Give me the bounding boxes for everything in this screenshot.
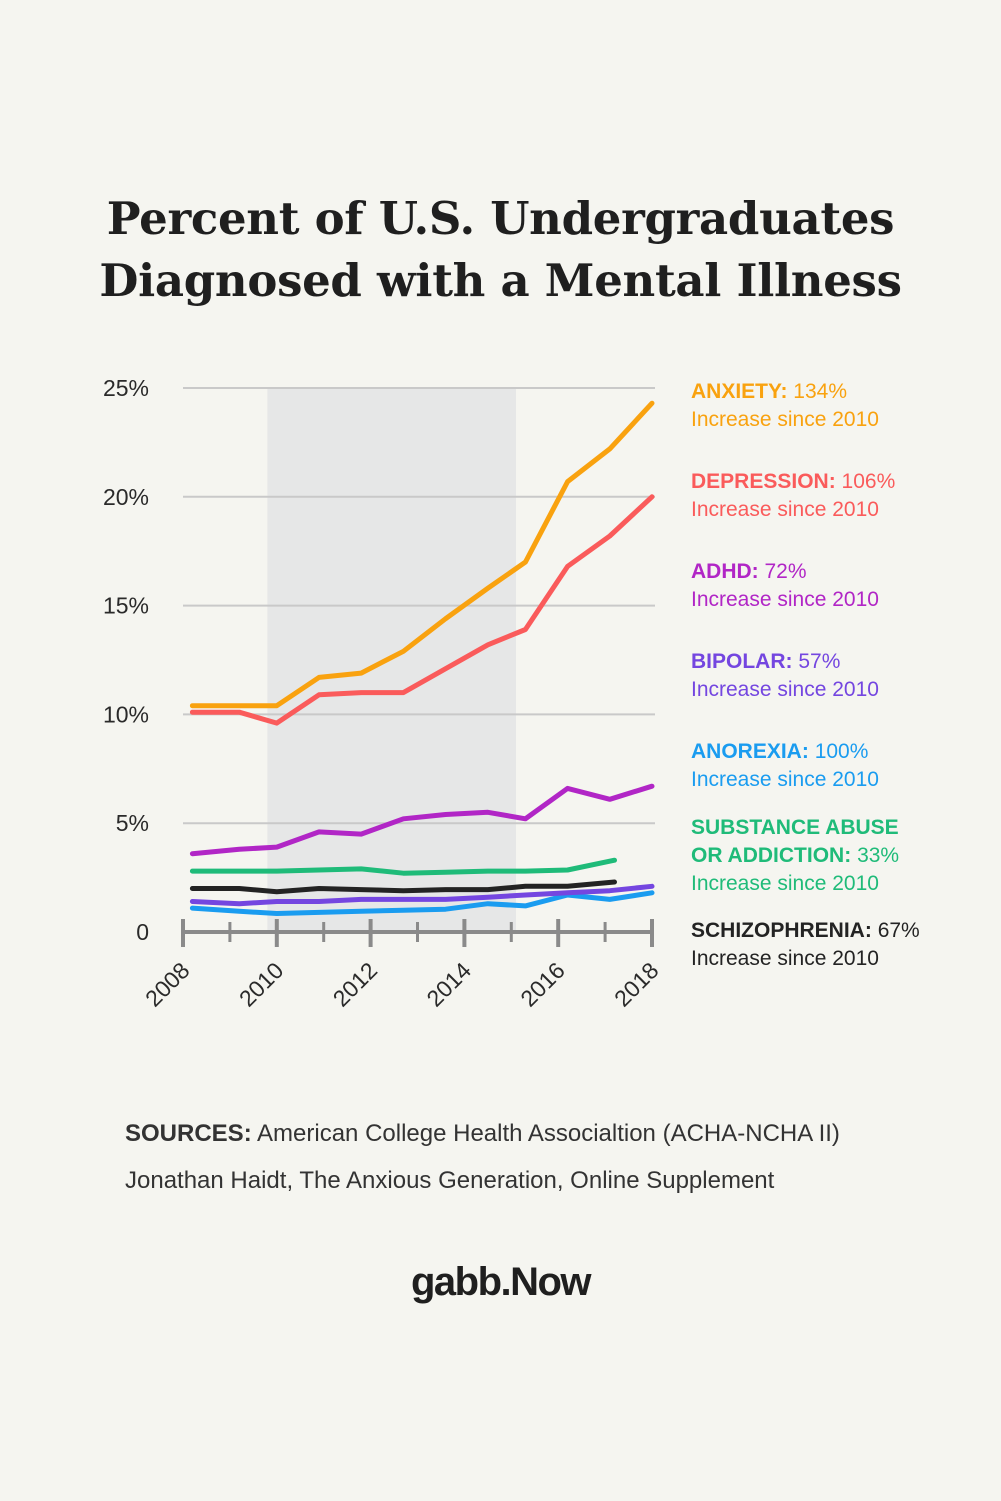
gabb-now-logo: gabb.Now bbox=[410, 1260, 592, 1304]
legend-subtext: Increase since 2010 bbox=[691, 588, 879, 611]
legend-pct: 106% bbox=[841, 470, 896, 493]
legend-pct: 100% bbox=[814, 740, 869, 763]
legend-pct: 67% bbox=[877, 919, 920, 942]
legend-item-anxiety: ANXIETY: 134% Increase since 2010 bbox=[691, 378, 991, 434]
legend-name: BIPOLAR: bbox=[691, 650, 793, 673]
y-tick-label: 15% bbox=[103, 593, 149, 619]
sources-line-2: Jonathan Haidt, The Anxious Generation, … bbox=[125, 1167, 775, 1194]
legend-pct: 72% bbox=[764, 560, 807, 583]
line-chart: 0 5% 10% 15% 20% 25% 2008 2010 2012 2014 2016 2018 bbox=[103, 375, 664, 1012]
x-tick-label: 2014 bbox=[421, 957, 476, 1012]
series-line-anxiety bbox=[189, 400, 655, 709]
legend-name: DEPRESSION: bbox=[691, 470, 836, 493]
y-tick-label: 0 bbox=[136, 919, 149, 945]
legend-subtext: Increase since 2010 bbox=[691, 768, 879, 791]
legend-subtext: Increase since 2010 bbox=[691, 872, 879, 895]
x-tick-label: 2016 bbox=[515, 957, 570, 1012]
legend-pct: 134% bbox=[793, 380, 848, 403]
legend-subtext: Increase since 2010 bbox=[691, 678, 879, 701]
series-line-schizophrenia bbox=[189, 879, 617, 895]
y-tick-label: 20% bbox=[103, 484, 149, 510]
legend-name: OR ADDICTION: bbox=[691, 844, 852, 867]
x-tick-label: 2010 bbox=[234, 957, 289, 1012]
x-tick-label: 2008 bbox=[140, 957, 195, 1012]
series-line-substance-abuse-or-addiction bbox=[189, 857, 617, 876]
y-tick-label: 25% bbox=[103, 375, 149, 401]
legend-name: SCHIZOPHRENIA: bbox=[691, 919, 872, 942]
legend-item-schizophrenia: SCHIZOPHRENIA: 67% Increase since 2010 bbox=[691, 917, 991, 973]
legend-pct: 33% bbox=[857, 844, 900, 867]
legend-item-adhd: ADHD: 72% Increase since 2010 bbox=[691, 558, 991, 614]
legend-name: ANXIETY: bbox=[691, 380, 788, 403]
series-line-adhd bbox=[189, 783, 655, 857]
legend-subtext: Increase since 2010 bbox=[691, 498, 879, 521]
sources-label: SOURCES: bbox=[125, 1120, 252, 1147]
series-line-bipolar bbox=[189, 883, 655, 907]
x-tick-label: 2018 bbox=[609, 957, 664, 1012]
legend-name: ANOREXIA: bbox=[691, 740, 809, 763]
title-line-1: Percent of U.S. Undergraduates bbox=[106, 192, 895, 245]
title-line-2: Diagnosed with a Mental Illness bbox=[99, 254, 902, 307]
legend-item-bipolar: BIPOLAR: 57% Increase since 2010 bbox=[691, 648, 991, 704]
sources: SOURCES: American College Health Associa… bbox=[125, 1110, 985, 1204]
legend-pct: 57% bbox=[798, 650, 841, 673]
sources-line-1: American College Health Associaltion (AC… bbox=[257, 1120, 840, 1147]
legend-name: SUBSTANCE ABUSE bbox=[691, 816, 899, 839]
legend-name: ADHD: bbox=[691, 560, 759, 583]
y-tick-label: 10% bbox=[103, 701, 149, 727]
legend-subtext: Increase since 2010 bbox=[691, 947, 879, 970]
series-line-depression bbox=[189, 494, 655, 726]
chart-title: Percent of U.S. Undergraduates Diagnosed… bbox=[0, 188, 1001, 312]
x-tick-label: 2012 bbox=[328, 957, 383, 1012]
y-tick-label: 5% bbox=[116, 810, 149, 836]
legend-subtext: Increase since 2010 bbox=[691, 408, 879, 431]
legend-item-anorexia: ANOREXIA: 100% Increase since 2010 bbox=[691, 738, 991, 794]
legend-item-depression: DEPRESSION: 106% Increase since 2010 bbox=[691, 468, 991, 524]
series-line-anorexia bbox=[189, 890, 655, 916]
legend-item-substance-abuse: SUBSTANCE ABUSE OR ADDICTION: 33% Increa… bbox=[691, 814, 991, 898]
